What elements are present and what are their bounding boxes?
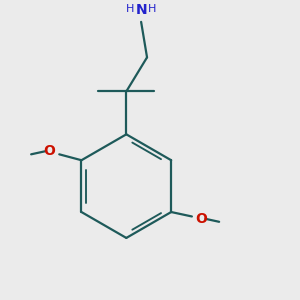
Text: N: N <box>135 3 147 17</box>
Text: O: O <box>195 212 207 226</box>
Text: H: H <box>126 4 134 14</box>
Text: O: O <box>43 144 55 158</box>
Text: H: H <box>148 4 157 14</box>
